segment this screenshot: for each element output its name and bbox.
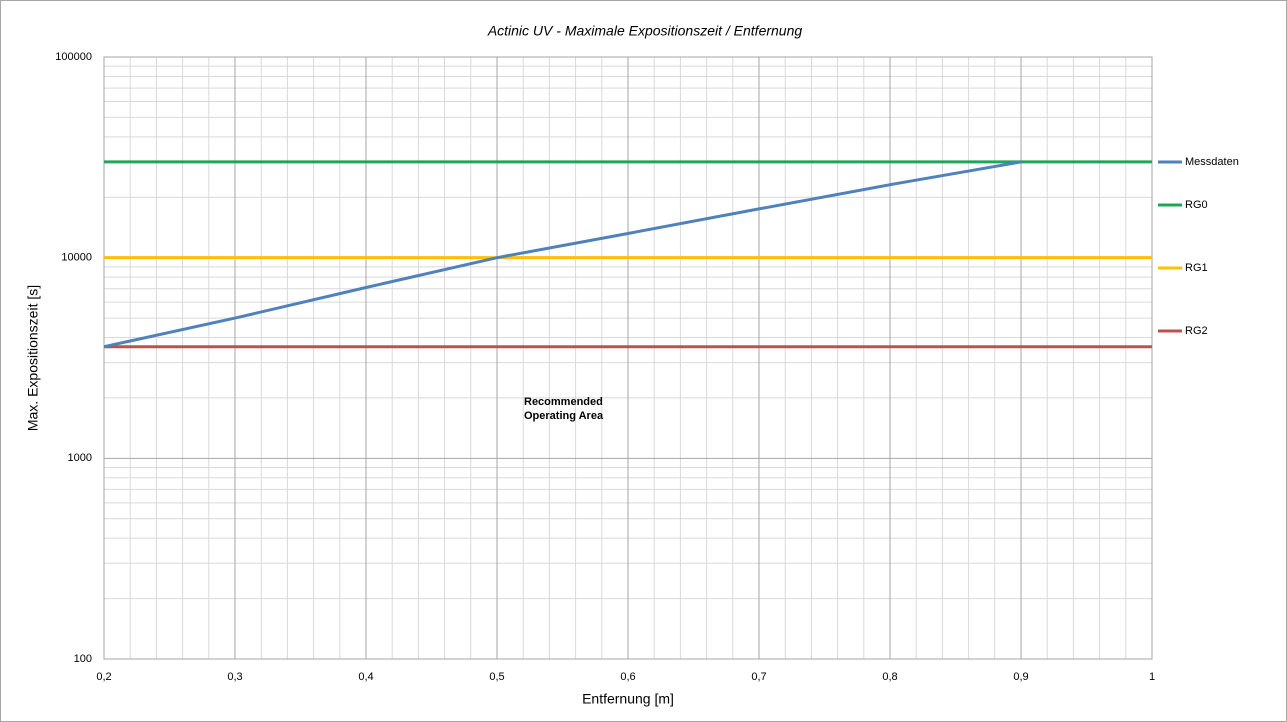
annotation: Recommended <box>524 396 603 408</box>
x-tick-label: 1 <box>1149 671 1155 683</box>
y-tick-label: 1000 <box>68 452 92 464</box>
plot-area <box>103 56 1153 660</box>
x-tick-label: 0,2 <box>96 671 111 683</box>
x-tick-label: 0,8 <box>882 671 897 683</box>
x-tick-label: 0,3 <box>227 671 242 683</box>
legend-label: RG1 <box>1185 262 1208 274</box>
x-tick-label: 0,4 <box>358 671 373 683</box>
y-axis-title: Max. Expositionszeit [s] <box>25 285 41 431</box>
y-tick-label: 100000 <box>55 51 92 63</box>
y-tick-label: 10000 <box>61 252 92 264</box>
series-line <box>103 160 1022 349</box>
legend-label: RG0 <box>1185 199 1208 211</box>
x-axis-title: Entfernung [m] <box>582 691 674 707</box>
legend-label: RG2 <box>1185 325 1208 337</box>
chart-title: Actinic UV - Maximale Expositionszeit / … <box>487 23 803 39</box>
x-tick-label: 0,5 <box>489 671 504 683</box>
x-tick-label: 0,9 <box>1013 671 1028 683</box>
y-tick-label: 100 <box>74 653 92 665</box>
x-tick-label: 0,6 <box>620 671 635 683</box>
x-tick-label: 0,7 <box>751 671 766 683</box>
legend-label: Messdaten <box>1185 156 1239 168</box>
annotation: Operating Area <box>524 410 604 422</box>
